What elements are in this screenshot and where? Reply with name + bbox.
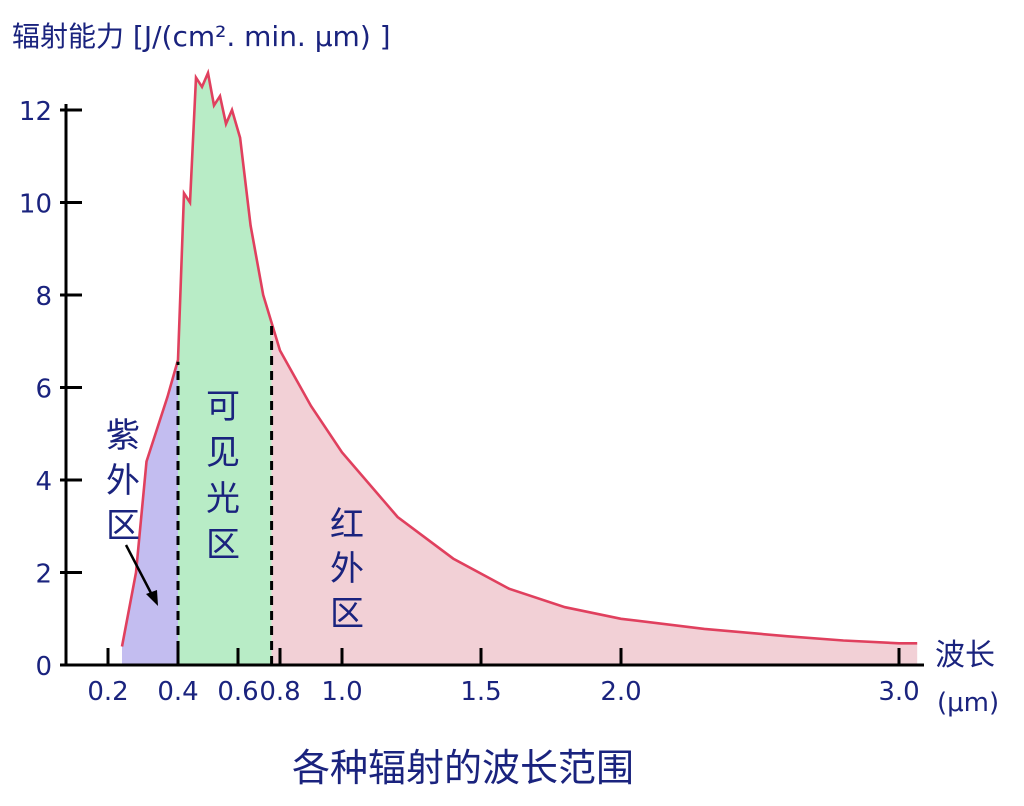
region-boundaries [176,324,274,665]
visible-label-char: 区 [206,525,240,565]
uv-label-char: 紫 [106,416,140,456]
x-tick-label: 0.8 [259,677,300,707]
y-tick-label: 12 [19,97,52,127]
uv-label-char: 外 [106,461,140,501]
y-tick-label: 0 [35,652,52,682]
radiation-curve [120,68,918,647]
y-axis-label: 辐射能力 [J/(cm². min. μm) ] [12,20,391,53]
region-fills [122,73,918,665]
uv-label: 紫 外 区 [106,416,140,546]
x-tick-label: 0.6 [217,677,258,707]
y-ticks: 0 2 4 6 8 10 12 [19,97,82,682]
ir-label-char: 外 [330,549,364,589]
x-tick-label: 0.2 [87,677,128,707]
y-tick-label: 2 [35,560,52,590]
chart-title: 各种辐射的波长范围 [292,746,634,790]
x-tick-label: 1.5 [460,677,501,707]
region-fill [271,322,918,665]
visible-label-char: 见 [206,433,240,473]
visible-label-char: 光 [206,479,240,519]
y-tick-label: 6 [35,375,52,405]
y-tick-label: 10 [19,190,52,220]
ir-label: 红 外 区 [330,505,364,634]
ir-label-char: 区 [330,594,364,634]
x-tick-label: 1.0 [321,677,362,707]
visible-label-char: 可 [206,387,240,427]
x-tick-label: 2.0 [600,677,641,707]
x-tick-label: 0.4 [157,677,198,707]
visible-label: 可 见 光 区 [206,387,240,565]
ir-label-char: 红 [330,505,364,545]
region-fill [122,359,178,665]
x-tick-label: 3.0 [878,677,919,707]
x-axis-label: 波长 [935,638,995,673]
uv-pointer-arrow [124,544,158,606]
y-tick-label: 8 [35,282,52,312]
y-tick-label: 4 [35,467,52,497]
uv-label-char: 区 [106,506,140,546]
region-fill [178,73,272,665]
x-axis-unit: (μm) [937,688,999,718]
x-ticks: 0.2 0.4 0.6 0.8 1.0 1.5 2.0 3.0 [87,648,920,707]
